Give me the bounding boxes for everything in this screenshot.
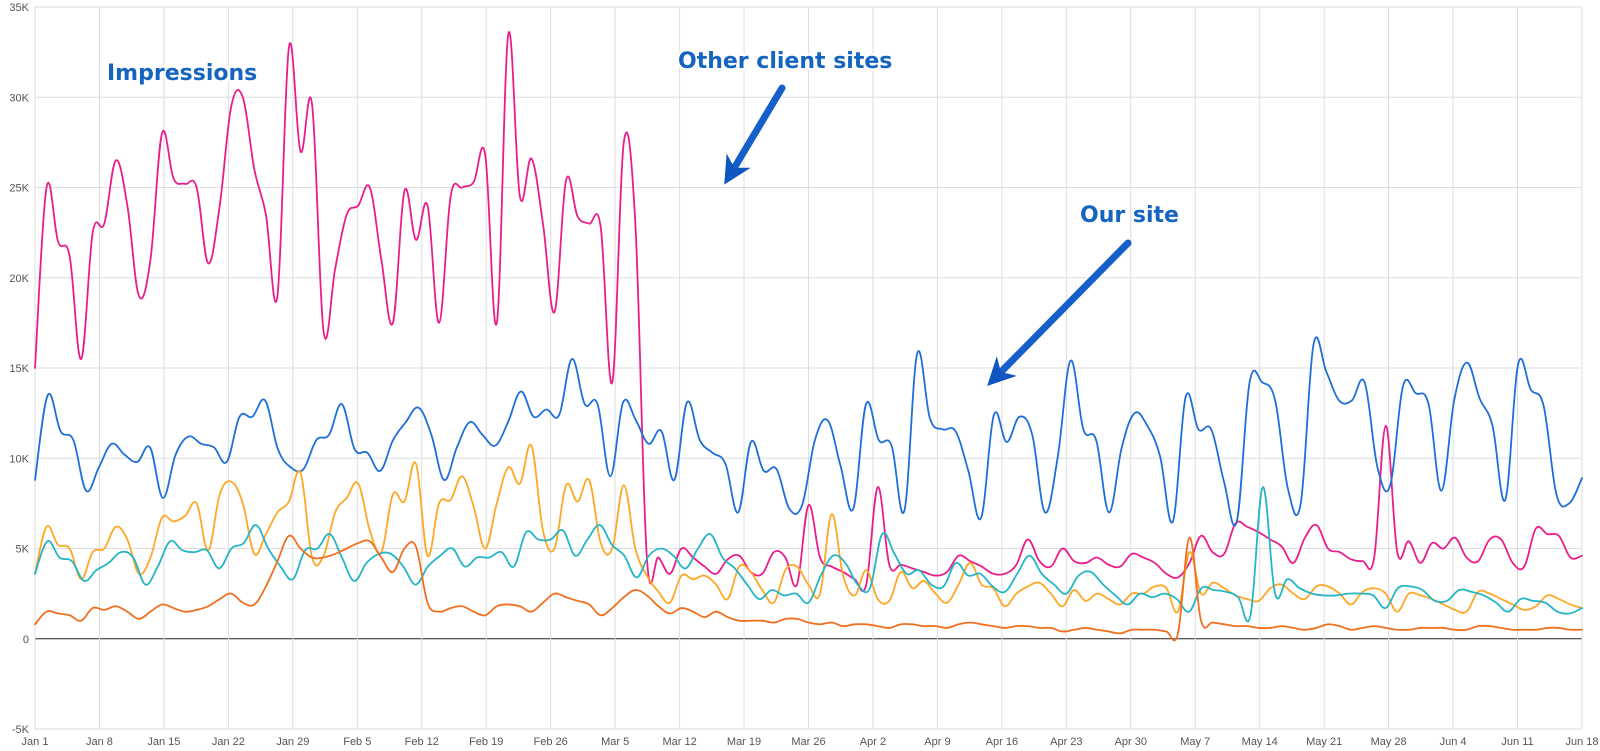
x-tick-label: Mar 5 (601, 736, 629, 748)
x-tick-label: Jun 18 (1565, 736, 1598, 748)
y-tick-label: 5K (16, 544, 30, 556)
other-client-sites-arrow (724, 84, 786, 185)
series-line-3 (34, 486, 1583, 623)
x-tick-label: Jun 4 (1440, 736, 1467, 748)
impressions-annotation: Impressions (107, 61, 257, 86)
x-tick-label: Feb 5 (343, 736, 371, 748)
x-tick-label: Feb 19 (469, 736, 503, 748)
y-tick-label: -5K (12, 724, 30, 736)
x-tick-label: Jan 15 (147, 736, 180, 748)
x-tick-label: May 7 (1180, 736, 1210, 748)
series-line-4 (34, 534, 1583, 642)
y-tick-label: 20K (9, 273, 29, 285)
x-tick-label: May 14 (1242, 736, 1278, 748)
x-tick-label: Feb 12 (405, 736, 439, 748)
x-tick-label: Apr 23 (1050, 736, 1082, 748)
x-tick-label: Jan 8 (86, 736, 113, 748)
x-tick-label: Jan 1 (22, 736, 49, 748)
y-tick-label: 25K (9, 183, 29, 195)
x-tick-label: Feb 26 (534, 736, 568, 748)
our-site-annotation: Our site (1080, 203, 1179, 228)
x-tick-label: May 28 (1371, 736, 1407, 748)
series-layer (34, 30, 1583, 642)
x-tick-label: Apr 30 (1115, 736, 1147, 748)
y-tick-label: 30K (9, 92, 29, 104)
our-site-arrow (987, 239, 1132, 386)
x-tick-label: Jun 11 (1501, 736, 1533, 748)
x-tick-label: May 21 (1306, 736, 1342, 748)
series-line-2 (34, 443, 1583, 614)
x-tick-label: Mar 26 (791, 736, 825, 748)
x-tick-label: Apr 2 (860, 736, 886, 748)
axis-layer: -5K 0 5K 10K 15K 20K 25K 30K 35K Jan 1 Jan 8 Jan 15… (9, 2, 1598, 748)
series-line-1 (34, 336, 1583, 527)
series-line-0 (34, 30, 1583, 592)
other-client-sites-annotation: Other client sites (678, 49, 892, 74)
x-tick-label: Jan 22 (212, 736, 245, 748)
y-tick-label: 10K (9, 453, 29, 465)
y-tick-label: 15K (9, 363, 29, 375)
annotation-layer: Impressions Other client sites Our site (105, 47, 1181, 386)
x-tick-label: Mar 12 (662, 736, 696, 748)
x-tick-label: Apr 9 (924, 736, 950, 748)
y-tick-label: 35K (9, 2, 29, 14)
x-tick-label: Apr 16 (986, 736, 1018, 748)
x-tick-label: Mar 19 (727, 736, 761, 748)
y-tick-label: 0 (23, 634, 29, 646)
x-tick-label: Jan 29 (276, 736, 309, 748)
grid-layer (34, 6, 1583, 730)
